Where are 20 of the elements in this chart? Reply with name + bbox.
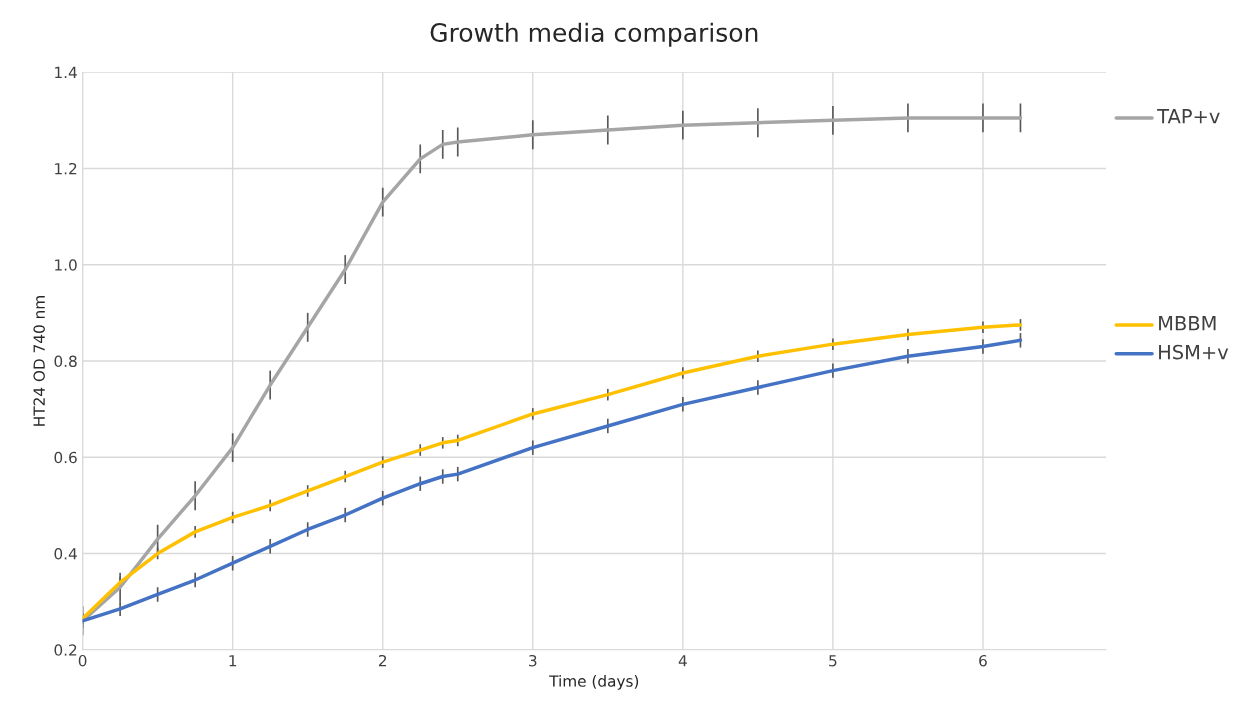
x-tick-label: 4	[678, 655, 687, 667]
y-tick-label: 0.8	[54, 355, 77, 368]
y-tick-label: 1.0	[55, 259, 77, 271]
y-tick-label: 0.6	[54, 451, 77, 464]
legend-label: MBBM	[1159, 316, 1216, 331]
x-tick-label: 6	[979, 654, 987, 667]
legend-label: TAP+v	[1157, 109, 1220, 124]
y-tick-label: 0.4	[54, 548, 77, 560]
x-tick-label: 2	[378, 654, 387, 667]
y-tick-label: 0.2	[54, 644, 77, 656]
chart-title: Growth media comparison	[430, 22, 758, 47]
x-axis-title: Time (days)	[549, 675, 639, 690]
x-tick-label: 1	[229, 655, 237, 667]
legend-label: HSM+v	[1159, 344, 1229, 360]
x-tick-label: 5	[829, 655, 837, 667]
x-tick-label: 0	[78, 654, 87, 667]
x-tick-label: 3	[529, 654, 537, 667]
y-tick-label: 1.2	[55, 162, 77, 175]
y-tick-label: 1.4	[55, 66, 77, 78]
y-axis-title: HT24 OD 740 nm	[33, 296, 45, 426]
